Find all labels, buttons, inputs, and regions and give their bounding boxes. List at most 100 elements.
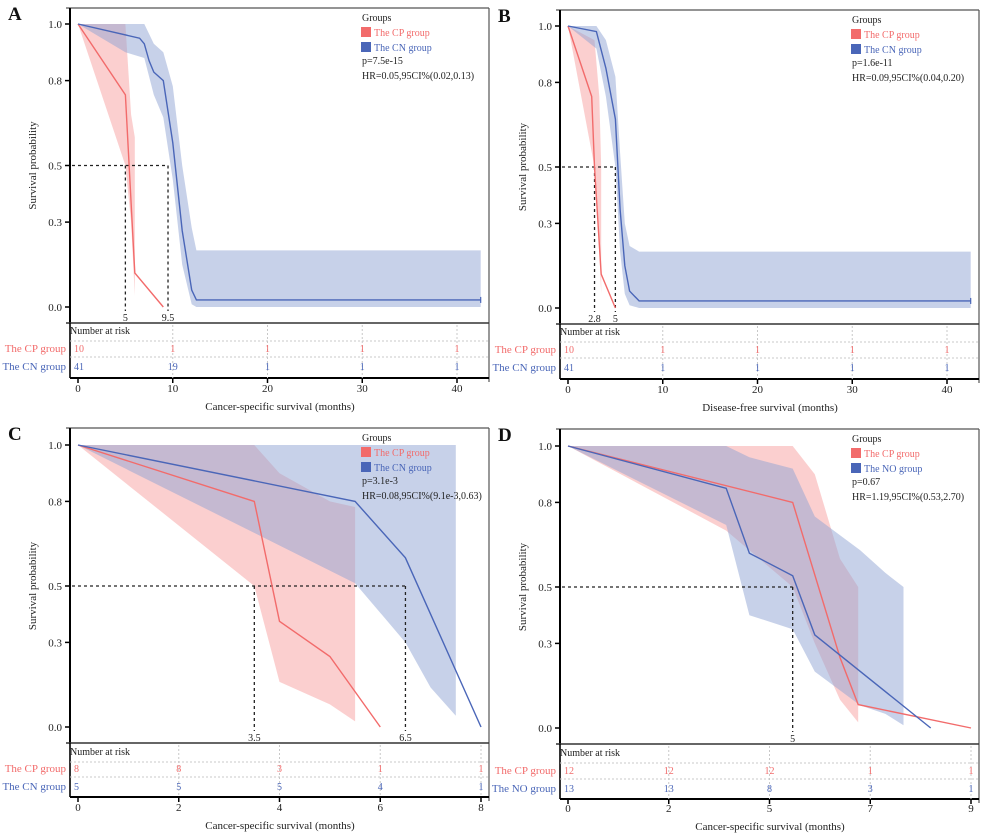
- risk-table-title: Number at risk: [70, 747, 130, 758]
- legend: Groups The CP group The NO group p=0.67 HR=1…: [851, 434, 964, 503]
- legend-swatch: [361, 447, 371, 457]
- panel-c: C 0.0 0.3 0.5 0.8 1.0 Survival probability 3.5 6…: [2, 424, 490, 832]
- ci-band-comparison: [568, 446, 904, 726]
- y-axis-label: Survival probability: [517, 542, 529, 631]
- x-tick-label: 0: [75, 802, 81, 814]
- risk-row-label: The CP group: [5, 343, 67, 355]
- survival-curve-cp: [567, 25, 617, 309]
- risk-count: 1: [755, 363, 760, 374]
- risk-row-label: The CP group: [5, 763, 67, 775]
- x-tick-label: 10: [167, 383, 179, 395]
- y-tick-label: 0.0: [538, 303, 552, 315]
- risk-row-label: The CN group: [492, 362, 556, 374]
- risk-count: 10: [564, 345, 574, 356]
- risk-count: 8: [176, 764, 181, 775]
- y-tick-label: 0.5: [48, 161, 62, 173]
- legend-entry: The CN group: [374, 463, 432, 474]
- p-value: p=1.6e-11: [852, 58, 893, 69]
- risk-count: 3: [277, 764, 282, 775]
- legend-swatch: [851, 29, 861, 39]
- risk-row-label: The CP group: [495, 344, 557, 356]
- legend-entry: The CP group: [864, 449, 920, 460]
- risk-count: 1: [170, 344, 175, 355]
- y-tick-label: 1.0: [48, 440, 62, 452]
- risk-row-label: The CN group: [2, 361, 66, 373]
- y-tick-label: 0.3: [48, 637, 62, 649]
- legend-title: Groups: [852, 15, 882, 26]
- legend-entry: The CP group: [374, 448, 430, 459]
- y-tick-label: 0.0: [48, 302, 62, 314]
- median-label: 5: [613, 314, 618, 325]
- risk-count: 3: [868, 784, 873, 795]
- risk-count: 12: [564, 766, 574, 777]
- p-value: p=7.5e-15: [362, 56, 403, 67]
- y-tick-label: 0.8: [538, 77, 552, 89]
- y-tick-label: 1.0: [48, 19, 62, 31]
- x-tick-label: 0: [75, 383, 81, 395]
- median-label: 5: [790, 734, 795, 745]
- risk-count: 1: [660, 345, 665, 356]
- x-tick-label: 30: [847, 384, 859, 396]
- y-tick-label: 1.0: [538, 21, 552, 33]
- panel-d: D 0.0 0.3 0.5 0.8 1.0 Survival probability 5 Gro…: [492, 425, 980, 833]
- y-tick-label: 0.0: [48, 722, 62, 734]
- y-tick-label: 0.0: [538, 723, 552, 735]
- hazard-ratio: HR=0.09,95CI%(0.04,0.20): [852, 73, 964, 84]
- risk-count: 4: [378, 782, 383, 793]
- risk-count: 1: [969, 784, 974, 795]
- y-tick-label: 0.8: [48, 76, 62, 88]
- legend: Groups The CP group The CN group p=1.6e-11 H…: [851, 15, 964, 84]
- hazard-ratio: HR=1.19,95CI%(0.53,2.70): [852, 492, 964, 503]
- median-label: 2.8: [588, 314, 601, 325]
- risk-count: 13: [564, 784, 574, 795]
- risk-count: 1: [479, 782, 484, 793]
- p-value: p=3.1e-3: [362, 476, 398, 487]
- risk-count: 10: [74, 344, 84, 355]
- panel-a: A 0.0 0.3 0.5 0.8 1.0 Survival probability 5 9.5…: [2, 4, 490, 413]
- survival-curve-comparison: [77, 23, 481, 301]
- risk-count: 1: [850, 363, 855, 374]
- survival-curve-cp: [567, 445, 972, 729]
- x-tick-label: 0: [565, 384, 571, 396]
- median-label: 9.5: [162, 313, 175, 324]
- risk-count: 1: [945, 345, 950, 356]
- y-tick-label: 0.5: [538, 582, 552, 594]
- ci-band-comparison: [568, 26, 971, 308]
- y-tick-label: 0.3: [538, 218, 552, 230]
- x-tick-label: 40: [452, 383, 464, 395]
- x-tick-label: 5: [767, 803, 773, 815]
- risk-count: 41: [74, 362, 84, 373]
- x-tick-label: 6: [378, 802, 384, 814]
- panel-label: B: [498, 6, 511, 27]
- survival-curve-comparison: [567, 445, 932, 729]
- y-tick-label: 1.0: [538, 441, 552, 453]
- x-tick-label: 20: [752, 384, 764, 396]
- legend-entry: The NO group: [864, 464, 922, 475]
- legend-swatch: [361, 42, 371, 52]
- panel-label: A: [8, 4, 22, 25]
- risk-count: 1: [945, 363, 950, 374]
- x-tick-label: 9: [968, 803, 974, 815]
- median-label: 3.5: [248, 733, 261, 744]
- y-tick-label: 0.5: [538, 162, 552, 174]
- p-value: p=0.67: [852, 477, 880, 488]
- y-tick-label: 0.8: [538, 497, 552, 509]
- x-tick-label: 10: [657, 384, 669, 396]
- x-axis-label: Cancer-specific survival (months): [205, 401, 355, 413]
- panel-b: B 0.0 0.3 0.5 0.8 1.0 Survival probability 2.8 5…: [492, 6, 980, 414]
- y-axis-label: Survival probability: [27, 121, 39, 210]
- x-tick-label: 20: [262, 383, 274, 395]
- y-tick-label: 0.3: [48, 217, 62, 229]
- legend-entry: The CN group: [374, 43, 432, 54]
- ci-band-cp: [78, 24, 135, 296]
- x-tick-label: 2: [176, 802, 182, 814]
- risk-count: 1: [265, 344, 270, 355]
- risk-count: 1: [455, 362, 460, 373]
- risk-table-title: Number at risk: [560, 748, 620, 759]
- risk-count: 1: [660, 363, 665, 374]
- risk-count: 5: [176, 782, 181, 793]
- risk-count: 1: [755, 345, 760, 356]
